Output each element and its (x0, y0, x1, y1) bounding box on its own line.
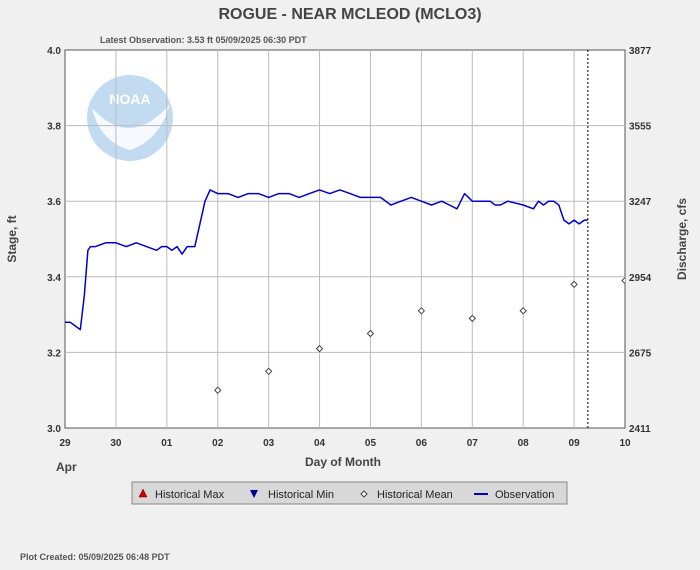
y-axis-left-label: Stage, ft (5, 215, 19, 262)
y-right-tick-label: 3247 (629, 197, 652, 208)
mean-point (315, 344, 324, 353)
x-tick-label: 02 (212, 438, 224, 449)
legend-min-marker (250, 490, 258, 498)
x-tick-label: 08 (518, 438, 530, 449)
mean-point (214, 386, 222, 394)
y-right-tick-label: 2954 (629, 273, 652, 284)
x-tick-label: 09 (569, 438, 581, 449)
x-axis-label: Day of Month (305, 455, 381, 469)
svg-text:NOAA: NOAA (109, 91, 150, 107)
x-tick-label: 29 (59, 438, 71, 449)
y-tick-label: 3.6 (47, 197, 61, 208)
mean-point (621, 276, 625, 285)
grid-lines (65, 50, 625, 428)
y-tick-label: 3.8 (47, 122, 61, 133)
y-right-tick-label: 3555 (629, 122, 652, 133)
y-right-tick-label: 2411 (629, 424, 651, 435)
chart-title: ROGUE - NEAR MCLEOD (MCLO3) (218, 6, 481, 23)
legend-mean-marker (360, 490, 368, 498)
x-tick-label: 01 (161, 438, 173, 449)
x-tick-label: 04 (314, 438, 326, 449)
x-tick-label: 10 (619, 438, 631, 449)
noaa-logo: NOAA (87, 75, 173, 161)
y-axis-right-label: Discharge, cfs (675, 198, 689, 280)
mean-point (366, 329, 375, 338)
legend-observation: Observation (495, 489, 554, 501)
x-tick-label: 30 (110, 438, 122, 449)
y-right-tick-label: 2675 (629, 348, 652, 359)
plot-area (64, 49, 626, 429)
observation-line (65, 189, 588, 331)
mean-point (264, 367, 273, 376)
y-tick-label: 3.4 (47, 273, 61, 284)
mean-point (519, 307, 527, 315)
historical-mean-series (214, 276, 625, 394)
y-axis-right-ticks: 2411 2675 2954 3247 3555 3877 (629, 46, 652, 435)
x-axis-month: Apr (56, 460, 77, 474)
y-tick-label: 3.0 (47, 424, 61, 435)
legend-historical-mean: Historical Mean (377, 489, 453, 501)
mean-point (417, 307, 426, 315)
y-right-tick-label: 3877 (629, 46, 652, 57)
x-tick-label: 05 (365, 438, 377, 449)
legend-historical-max: Historical Max (155, 489, 225, 501)
x-tick-label: 03 (263, 438, 275, 449)
y-tick-label: 4.0 (47, 46, 61, 57)
observation-series (65, 189, 588, 331)
y-axis-left-ticks: 3.0 3.2 3.4 3.6 3.8 4.0 (47, 46, 61, 435)
y-tick-label: 3.2 (47, 348, 61, 359)
mean-point (570, 280, 578, 289)
x-axis-ticks: 29 30 01 02 03 04 05 06 07 08 09 10 (59, 438, 631, 449)
plot-created: Plot Created: 05/09/2025 06:48 PDT (20, 552, 170, 562)
latest-observation: Latest Observation: 3.53 ft 05/09/2025 0… (100, 35, 307, 45)
x-tick-label: 07 (467, 438, 479, 449)
legend-historical-min: Historical Min (268, 489, 334, 501)
mean-point (468, 314, 476, 323)
legend-max-marker (138, 488, 148, 498)
x-tick-label: 06 (416, 438, 428, 449)
legend: Historical Max Historical Min Historical… (131, 481, 568, 505)
